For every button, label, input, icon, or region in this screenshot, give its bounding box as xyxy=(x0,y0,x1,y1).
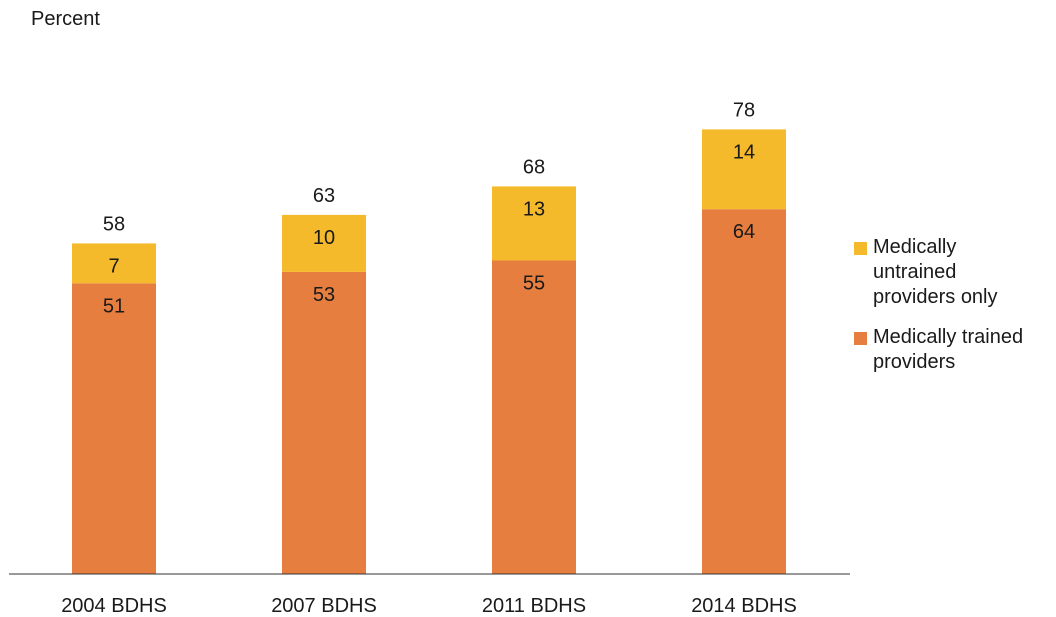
y-axis-label: Percent xyxy=(31,8,100,30)
legend-label-0-line-1: untrained xyxy=(873,261,956,283)
segment-value-label-untrained-3: 14 xyxy=(733,141,755,163)
legend: Medically untrained providers only Medicall… xyxy=(854,236,1023,373)
bar-segment-untrained-2 xyxy=(492,186,576,261)
bars-layer: 51 7 58 53 10 63 55 13 68 64 14 78 xyxy=(72,99,786,574)
bar-segment-trained-3 xyxy=(702,209,786,574)
bar-segment-trained-2 xyxy=(492,260,576,574)
segment-value-label-trained-1: 53 xyxy=(313,284,335,306)
segment-value-label-untrained-2: 13 xyxy=(523,198,545,220)
legend-label-0-line-2: providers only xyxy=(873,286,998,308)
x-tick-labels: 2004 BDHS 2007 BDHS 2011 BDHS 2014 BDHS xyxy=(61,595,797,617)
x-tick-label-1: 2007 BDHS xyxy=(271,595,377,617)
bar-segment-untrained-1 xyxy=(282,214,366,272)
x-tick-label-2: 2011 BDHS xyxy=(482,595,586,617)
legend-label-0-line-0: Medically xyxy=(873,236,956,258)
x-tick-label-3: 2014 BDHS xyxy=(691,595,797,617)
total-value-label-2: 68 xyxy=(523,156,545,178)
bar-segment-trained-0 xyxy=(72,283,156,574)
bar-segment-untrained-0 xyxy=(72,243,156,284)
legend-swatch-1 xyxy=(854,332,867,345)
segment-value-label-trained-0: 51 xyxy=(103,295,125,317)
segment-value-label-trained-3: 64 xyxy=(733,221,755,243)
segment-value-label-trained-2: 55 xyxy=(523,273,545,295)
legend-swatch-0 xyxy=(854,242,867,255)
segment-value-label-untrained-1: 10 xyxy=(313,227,335,249)
legend-label-1-line-0: Medically trained xyxy=(873,326,1023,348)
legend-label-1-line-1: providers xyxy=(873,351,955,373)
bar-segment-untrained-3 xyxy=(702,129,786,210)
total-value-label-1: 63 xyxy=(313,185,335,207)
total-value-label-3: 78 xyxy=(733,99,755,121)
x-tick-label-0: 2004 BDHS xyxy=(61,595,167,617)
total-value-label-0: 58 xyxy=(103,213,125,235)
bar-segment-trained-1 xyxy=(282,271,366,574)
segment-value-label-untrained-0: 7 xyxy=(108,255,119,277)
